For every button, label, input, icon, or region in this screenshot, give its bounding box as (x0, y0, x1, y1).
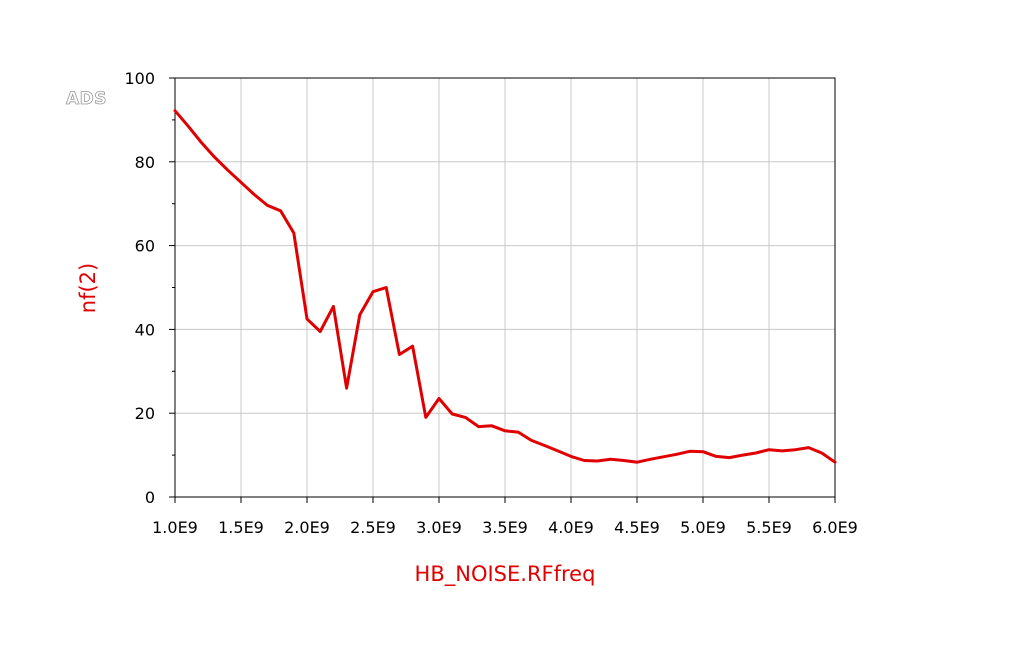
ads-watermark: ADS (66, 89, 107, 109)
y-tick-label: 100 (124, 69, 155, 88)
y-axis-title: nf(2) (76, 263, 100, 313)
x-tick-label: 4.0E9 (548, 518, 594, 537)
tick-marks (169, 77, 836, 503)
x-axis-title: HB_NOISE.RFfreq (415, 562, 596, 587)
x-tick-labels: 1.0E9 1.5E9 2.0E9 2.5E9 3.0E9 3.5E9 4.0E9 4.5E9… (152, 518, 858, 537)
y-tick-label: 80 (135, 153, 155, 172)
x-tick-label: 6.0E9 (812, 518, 858, 537)
x-tick-label: 3.0E9 (416, 518, 462, 537)
x-tick-label: 4.5E9 (614, 518, 660, 537)
x-tick-label: 1.5E9 (218, 518, 264, 537)
y-tick-labels: 0 20 40 60 80 100 (124, 69, 155, 507)
x-tick-label: 2.5E9 (350, 518, 396, 537)
y-tick-label: 20 (135, 404, 155, 423)
y-tick-label: 60 (135, 237, 155, 256)
x-tick-label: 5.0E9 (680, 518, 726, 537)
x-tick-label: 5.5E9 (746, 518, 792, 537)
x-tick-label: 1.0E9 (152, 518, 198, 537)
plot-frame (174, 77, 836, 498)
y-tick-label: 40 (135, 320, 155, 339)
y-tick-label: 0 (145, 488, 155, 507)
x-tick-label: 2.0E9 (284, 518, 330, 537)
grid-lines (174, 77, 836, 498)
x-tick-label: 3.5E9 (482, 518, 528, 537)
series-line-nf2 (173, 109, 837, 464)
